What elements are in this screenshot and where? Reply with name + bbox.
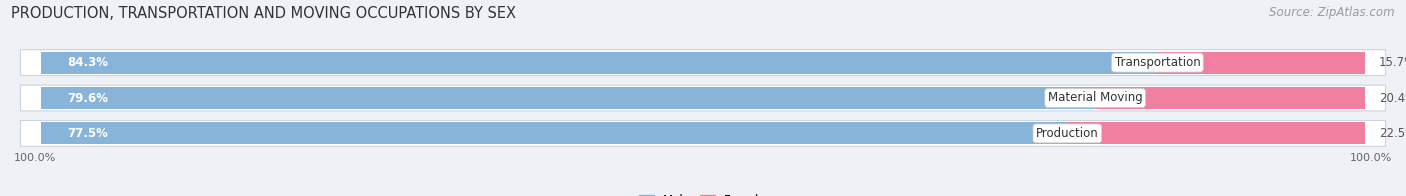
Text: 22.5%: 22.5% [1379, 127, 1406, 140]
Text: Transportation: Transportation [1115, 56, 1201, 69]
Text: Source: ZipAtlas.com: Source: ZipAtlas.com [1270, 6, 1395, 19]
Text: 15.7%: 15.7% [1379, 56, 1406, 69]
Text: PRODUCTION, TRANSPORTATION AND MOVING OCCUPATIONS BY SEX: PRODUCTION, TRANSPORTATION AND MOVING OC… [11, 6, 516, 21]
Text: 84.3%: 84.3% [67, 56, 108, 69]
Bar [41, 52, 1157, 74]
Bar [41, 122, 1067, 144]
Text: Material Moving: Material Moving [1047, 92, 1143, 104]
Text: 100.0%: 100.0% [14, 153, 56, 163]
FancyBboxPatch shape [21, 50, 1385, 75]
FancyBboxPatch shape [21, 121, 1385, 146]
Legend: Male, Female: Male, Female [640, 194, 766, 196]
Text: 100.0%: 100.0% [1350, 153, 1392, 163]
Text: 77.5%: 77.5% [67, 127, 108, 140]
Text: Production: Production [1036, 127, 1098, 140]
Bar [1157, 52, 1365, 74]
FancyBboxPatch shape [21, 85, 1385, 111]
Bar [41, 87, 1095, 109]
Bar [1095, 87, 1365, 109]
Text: 20.4%: 20.4% [1379, 92, 1406, 104]
Bar [1067, 122, 1365, 144]
Text: 79.6%: 79.6% [67, 92, 108, 104]
